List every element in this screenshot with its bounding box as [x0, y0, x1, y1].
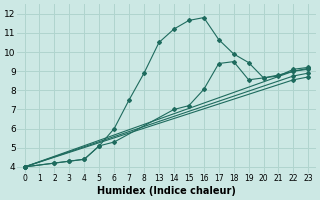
X-axis label: Humidex (Indice chaleur): Humidex (Indice chaleur): [97, 186, 236, 196]
